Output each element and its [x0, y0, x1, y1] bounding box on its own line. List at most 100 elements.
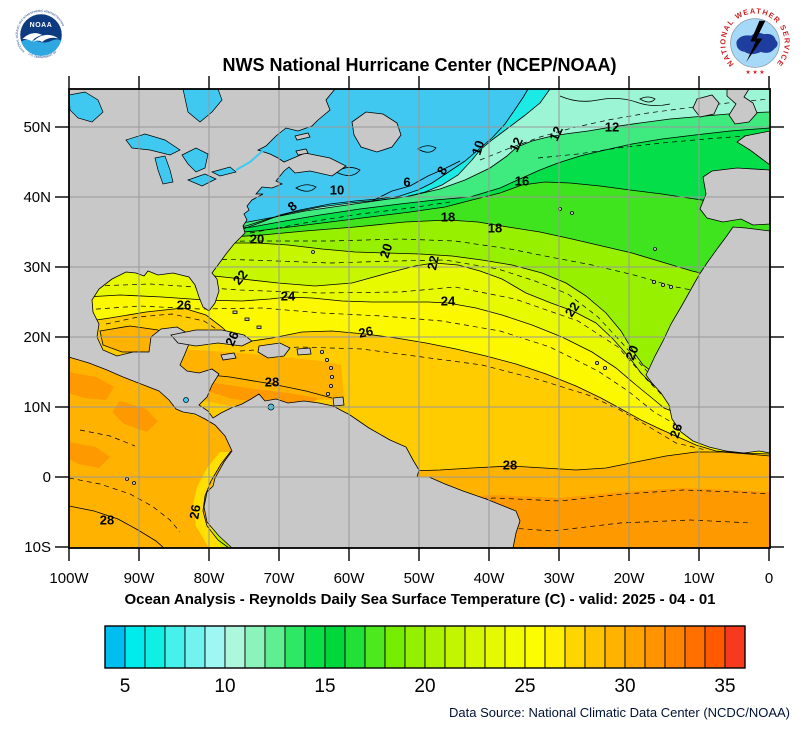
colorbar-segment	[604, 625, 626, 669]
lon-label-20W: 20W	[614, 570, 646, 587]
colorbar-segment	[284, 625, 306, 669]
noaa-logo-graphic: NATIONAL OCEANIC AND ATMOSPHERIC ADMINIS…	[12, 6, 69, 63]
africa	[645, 226, 770, 454]
colorbar-segment	[104, 625, 126, 669]
contour-label: 20	[377, 241, 396, 259]
contour-label: 20	[250, 231, 264, 246]
axis-ticks	[55, 76, 784, 561]
lesser-antilles	[328, 383, 333, 388]
lat-label-50N: 50N	[23, 119, 51, 136]
colorbar-tick-label: 5	[120, 676, 131, 697]
colorbar-segment	[344, 625, 366, 669]
land-masses	[69, 89, 770, 548]
noaa-logo-inner: NOAA	[20, 14, 62, 56]
hispaniola	[257, 342, 291, 359]
colorbar-segment	[464, 625, 486, 669]
galapagos	[125, 477, 129, 481]
colorbar-segment	[384, 625, 406, 669]
lat-label-30N: 30N	[23, 259, 51, 276]
newfoundland	[351, 111, 402, 153]
map-caption: Ocean Analysis - Reynolds Daily Sea Surf…	[124, 591, 716, 608]
contour-label: 12	[546, 124, 566, 143]
contour-label: 26	[357, 323, 374, 341]
st-lawrence-river	[235, 147, 267, 171]
contour-label: 28	[503, 457, 517, 472]
lon-label-90W: 90W	[124, 570, 156, 587]
colorbar-tick-label: 35	[714, 676, 735, 697]
nws-logo-stars: ★ ★ ★	[745, 69, 764, 76]
colorbar-segment	[264, 625, 286, 669]
data-source: Data Source: National Climatic Data Cent…	[449, 705, 790, 720]
lon-label-10W: 10W	[684, 570, 716, 587]
prince-edward-island	[295, 148, 309, 156]
colorbar-tick-label: 20	[414, 676, 435, 697]
colorbar-segment	[164, 625, 186, 669]
lake-ontario	[211, 166, 237, 177]
colorbar-segment	[564, 625, 586, 669]
bahamas	[232, 310, 238, 314]
lake-nicaragua	[183, 397, 189, 403]
colorbar-border	[104, 625, 746, 669]
france	[736, 130, 770, 166]
lake-michigan	[154, 155, 174, 185]
nws-logo-graphic: NATIONAL WEATHER SERVICE ★ ★ ★	[718, 6, 791, 79]
colorbar-segment	[184, 625, 206, 669]
contour-label: 28	[100, 512, 114, 527]
noaa-logo-text: NOAA	[30, 22, 53, 29]
bermuda	[311, 250, 315, 254]
nws-logo: NATIONAL WEATHER SERVICE ★ ★ ★	[718, 6, 792, 80]
lake-winnipeg	[69, 91, 104, 123]
contour-label: 22	[562, 299, 583, 319]
canary-islands	[661, 282, 666, 287]
contour-label: 18	[488, 220, 502, 235]
great-britain	[726, 89, 758, 125]
lat-label-10N: 10N	[23, 399, 51, 416]
lon-label-70W: 70W	[264, 570, 296, 587]
colorbar-segment	[484, 625, 506, 669]
lat-label-20N: 20N	[23, 329, 51, 346]
lat-label-10S: 10S	[24, 539, 51, 556]
lesser-antilles	[329, 374, 334, 379]
canary-islands	[669, 284, 674, 289]
colorbar-segment	[544, 625, 566, 669]
lesser-antilles	[324, 357, 329, 362]
colorbar-segment	[524, 625, 546, 669]
colorbar-segment	[624, 625, 646, 669]
contour-label: 12	[605, 119, 619, 134]
lon-label-40W: 40W	[474, 570, 506, 587]
colorbar-tick-label: 25	[514, 676, 535, 697]
contour-label: 26	[222, 329, 242, 348]
colorbar-segment	[724, 625, 746, 669]
lake-huron	[181, 147, 209, 173]
lat-label-40N: 40N	[23, 189, 51, 206]
lesser-antilles	[325, 391, 330, 396]
hudson-bay	[182, 89, 223, 123]
colorbar-segment	[304, 625, 326, 669]
lesser-antilles	[328, 365, 333, 370]
colorbar-segment	[404, 625, 426, 669]
noaa-logo: NATIONAL OCEANIC AND ATMOSPHERIC ADMINIS…	[12, 6, 70, 64]
contour-label: 16	[515, 173, 529, 188]
azores	[570, 211, 574, 215]
puerto-rico	[296, 347, 312, 356]
axis-labels: 100W 90W 80W 70W 60W 50W 40W 30W 20W 10W 0 50N 40N 30…	[23, 119, 773, 587]
colorbar-segment	[664, 625, 686, 669]
anticosti-island	[294, 132, 311, 141]
lat-label-0: 0	[43, 469, 51, 486]
madeira	[653, 247, 657, 251]
galapagos	[132, 481, 136, 485]
contour-label: 20	[622, 343, 641, 362]
jamaica	[220, 352, 237, 361]
colorbar-segment	[444, 625, 466, 669]
colorbar-tick-label: 10	[214, 676, 235, 697]
colorbar-segment	[364, 625, 386, 669]
trinidad	[332, 396, 345, 407]
colorbar-segment	[224, 625, 246, 669]
contour-label: 10	[330, 182, 344, 197]
contour-label: 12	[506, 135, 526, 154]
colorbar-segment	[704, 625, 726, 669]
bahamas	[256, 325, 262, 329]
bahamas	[244, 317, 250, 321]
